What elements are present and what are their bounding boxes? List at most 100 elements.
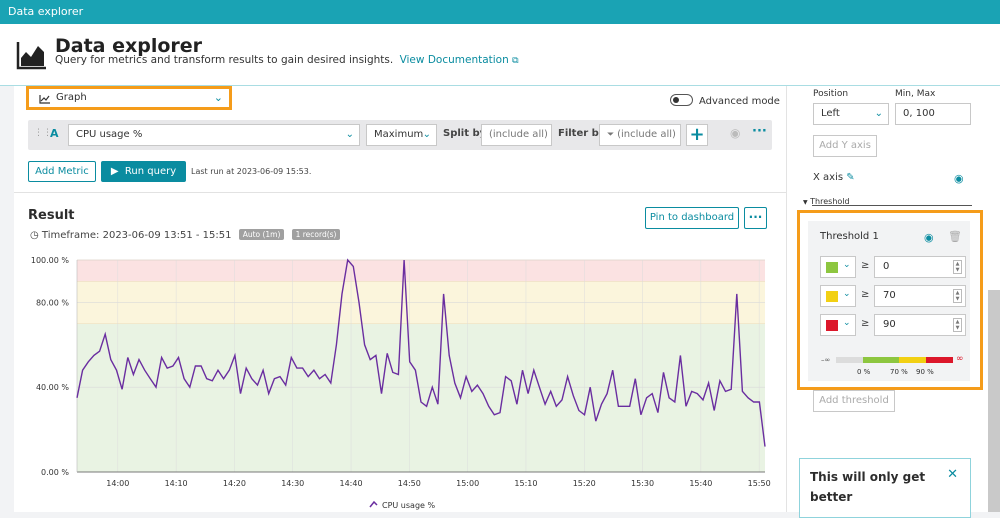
result-title: Result [28, 208, 75, 223]
color-swatch [826, 262, 838, 273]
metric-select[interactable]: CPU usage % ⌄ [68, 124, 360, 146]
threshold-value: 0 [883, 261, 890, 272]
x-tick-label: 14:00 [106, 479, 129, 488]
split-by-placeholder: (include all) [489, 129, 548, 140]
color-picker[interactable]: ⌄ [820, 285, 856, 307]
threshold-divider [812, 205, 972, 206]
visualization-select[interactable]: Graph ⌄ [26, 86, 232, 110]
spinner-icon[interactable]: ▲ ▼ [953, 260, 962, 274]
legend-label: CPU usage % [382, 501, 435, 510]
records-badge: 1 record(s) [291, 229, 341, 240]
spinner-icon[interactable]: ▲ ▼ [953, 318, 962, 332]
last-run-text: Last run at 2023-06-09 15:53. [191, 167, 312, 176]
page-subtitle: Query for metrics and transform results … [55, 54, 519, 66]
chevron-down-icon: ⌄ [874, 108, 883, 119]
query-letter: A [50, 127, 59, 140]
color-swatch [826, 291, 838, 302]
external-link-icon: ⧉ [512, 56, 519, 66]
drag-handle-icon[interactable]: ⋮⋮ [34, 128, 52, 138]
x-axis-text: X axis [813, 172, 844, 183]
scale-label-90: 90 % [916, 368, 934, 376]
trash-icon[interactable]: 🗑 [948, 230, 962, 243]
ge-symbol: ≥ [861, 260, 870, 271]
filter-by-label: Filter by [558, 128, 606, 139]
cpu-usage-chart: 100.00 % 80.00 % 40.00 % 0.00 % 14:00 14:10 14… [31, 256, 771, 510]
threshold-value-input[interactable]: 0 ▲ ▼ [874, 256, 966, 278]
filter-by-input[interactable]: ⏷ (include all) [599, 124, 681, 146]
threshold-row-0: ⌄ ≥ 0 ▲ ▼ [820, 256, 972, 278]
threshold-panel: Threshold 1 ◉ 🗑 ⌄ ≥ 0 ▲ ▼ ⌄ ≥ 70 ▲ ▼ ⌄ ≥ 90 ▲… [797, 210, 983, 390]
promo-card: This will only get better ✕ [799, 458, 971, 518]
run-query-button[interactable]: ▶ Run query [101, 161, 186, 182]
sidebar-scrollbar[interactable] [988, 290, 1000, 512]
scale-neg-inf: –∞ [821, 356, 831, 364]
clock-icon: ◷ [30, 230, 39, 241]
position-select[interactable]: Left ⌄ [813, 103, 889, 125]
legend-swatch [369, 500, 378, 508]
split-by-input[interactable]: (include all) [481, 124, 552, 146]
filter-icon: ⏷ [607, 130, 618, 140]
view-documentation-link[interactable]: View Documentation ⧉ [400, 54, 519, 66]
color-picker[interactable]: ⌄ [820, 314, 856, 336]
promo-text: This will only get better [810, 470, 926, 504]
ge-symbol: ≥ [861, 318, 870, 329]
x-tick-label: 14:20 [223, 479, 246, 488]
add-threshold-button[interactable]: Add threshold [813, 390, 895, 412]
scale-label-0: 0 % [857, 368, 871, 376]
timeframe-text: Timeframe: 2023-06-09 13:51 - 15:51 [41, 230, 232, 241]
close-icon[interactable]: ✕ [947, 467, 958, 482]
visualization-value: Graph [56, 92, 87, 103]
doc-link-label: View Documentation [399, 54, 509, 66]
threshold-section-toggle[interactable]: ▼ Threshold [803, 197, 850, 206]
aggregation-value: Maximum [374, 129, 424, 140]
chevron-down-icon: ⌄ [422, 129, 431, 140]
pin-to-dashboard-button[interactable]: Pin to dashboard [645, 207, 739, 229]
result-more-button[interactable]: ··· [744, 207, 767, 229]
query-more-button[interactable]: ··· [752, 124, 767, 139]
threshold-title: Threshold 1 [820, 231, 879, 242]
color-picker[interactable]: ⌄ [820, 256, 856, 278]
threshold-value-input[interactable]: 70 ▲ ▼ [874, 285, 966, 307]
add-filter-button[interactable]: + [686, 124, 708, 146]
threshold-section-label: Threshold [810, 197, 850, 206]
color-swatch [826, 320, 838, 331]
add-metric-button[interactable]: Add Metric [28, 161, 96, 182]
filter-by-placeholder: (include all) [617, 129, 676, 140]
x-tick-label: 15:00 [456, 479, 479, 488]
eye-icon[interactable]: ◉ [924, 231, 934, 244]
threshold-value-input[interactable]: 90 ▲ ▼ [874, 314, 966, 336]
eye-icon[interactable]: ◉ [954, 172, 964, 185]
scale-pos-inf: ∞ [956, 354, 964, 364]
y-tick-label: 80.00 % [36, 298, 69, 307]
spinner-icon[interactable]: ▲ ▼ [953, 289, 962, 303]
aggregation-select[interactable]: Maximum ⌄ [366, 124, 437, 146]
position-value: Left [821, 108, 840, 119]
minmax-input[interactable]: 0, 100 [895, 103, 971, 125]
position-label: Position [813, 89, 849, 99]
split-by-label: Split by [443, 128, 487, 139]
threshold-row-1: ⌄ ≥ 70 ▲ ▼ [820, 285, 972, 307]
play-icon: ▶ [110, 166, 119, 177]
threshold-value: 70 [883, 290, 896, 301]
advanced-mode-label: Advanced mode [699, 96, 780, 107]
threshold-value: 90 [883, 319, 896, 330]
x-tick-label: 15:10 [514, 479, 537, 488]
series-line-cpu-usage [76, 258, 766, 447]
chevron-down-icon: ⌄ [213, 91, 223, 104]
y-tick-label: 40.00 % [36, 383, 69, 392]
toggle-switch-icon [670, 94, 693, 106]
advanced-mode-toggle[interactable]: Advanced mode [670, 94, 780, 107]
page-title: Data explorer [55, 35, 203, 57]
timeframe-row: ◷ Timeframe: 2023-06-09 13:51 - 15:51 Au… [30, 229, 341, 241]
ge-symbol: ≥ [861, 289, 870, 300]
x-tick-label: 15:20 [573, 479, 596, 488]
y-tick-label: 0.00 % [41, 468, 69, 477]
eye-icon[interactable]: ◉ [730, 126, 741, 140]
minmax-value: 0, 100 [903, 108, 935, 119]
add-y-axis-button[interactable]: Add Y axis [813, 135, 877, 157]
pencil-icon[interactable]: ✎ [846, 172, 855, 183]
caret-down-icon: ▼ [803, 199, 808, 206]
scale-segment-red [926, 357, 953, 363]
x-tick-label: 15:40 [689, 479, 712, 488]
threshold-card: Threshold 1 ◉ 🗑 ⌄ ≥ 0 ▲ ▼ ⌄ ≥ 70 ▲ ▼ ⌄ ≥ 90 ▲… [808, 221, 970, 381]
